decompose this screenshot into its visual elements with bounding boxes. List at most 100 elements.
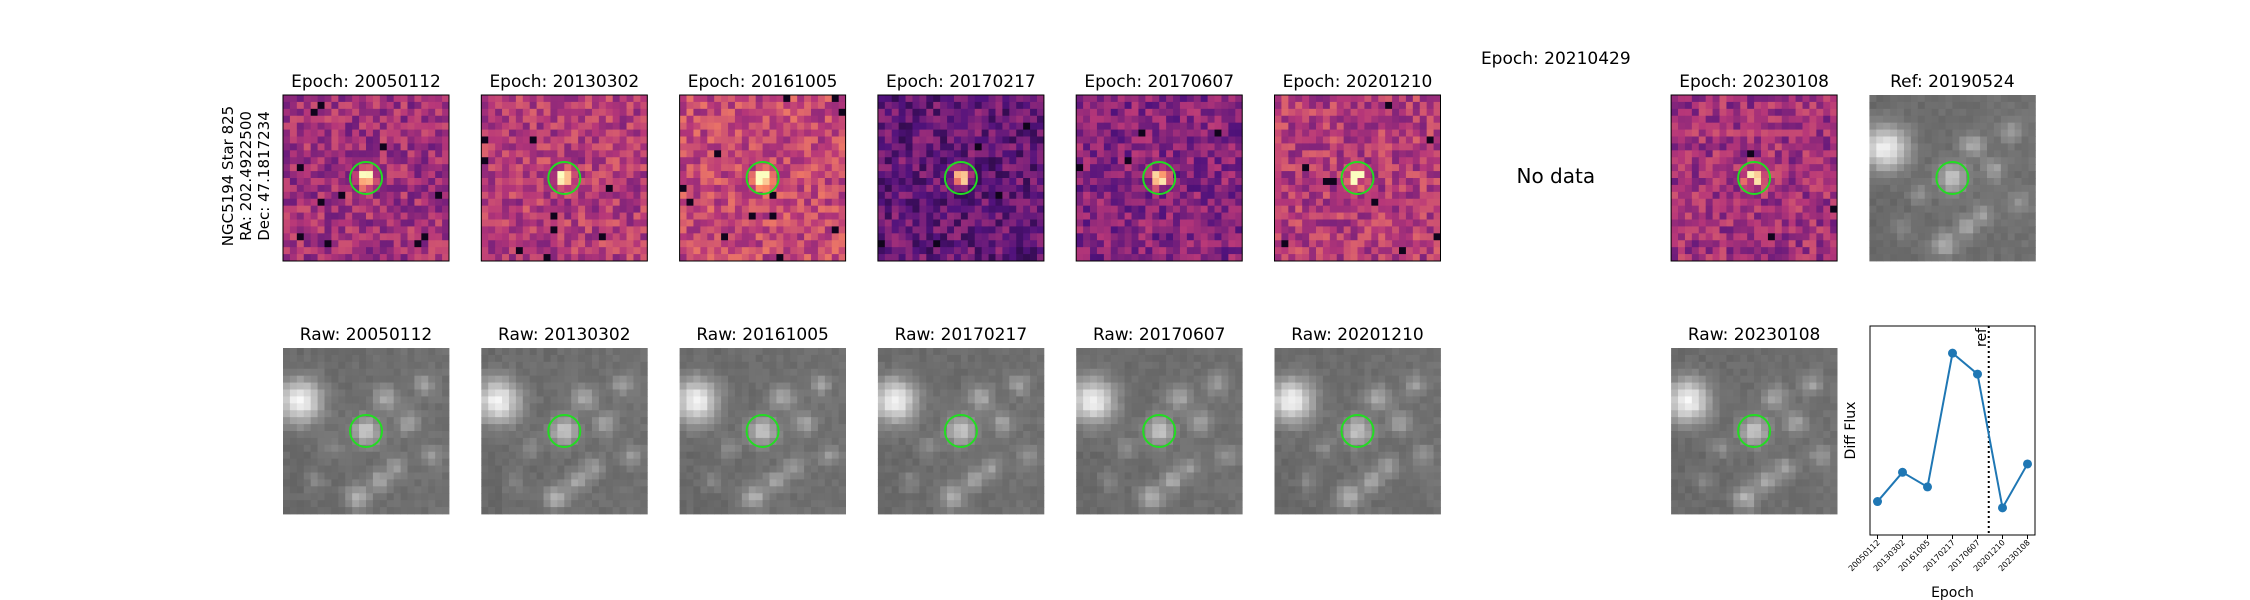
pixel bbox=[508, 493, 517, 501]
pixel bbox=[543, 500, 551, 508]
pixel bbox=[338, 431, 346, 439]
pixel bbox=[578, 219, 586, 227]
pixel bbox=[686, 157, 694, 165]
pixel bbox=[995, 437, 1003, 446]
pixel bbox=[557, 479, 565, 487]
pixel bbox=[988, 348, 996, 356]
pixel bbox=[967, 507, 976, 515]
pixel bbox=[988, 191, 996, 200]
pixel bbox=[508, 348, 517, 356]
pixel bbox=[953, 348, 962, 356]
pixel bbox=[536, 157, 544, 165]
pixel bbox=[960, 184, 969, 193]
pixel bbox=[817, 95, 826, 103]
pixel bbox=[953, 437, 962, 446]
pixel bbox=[776, 451, 784, 460]
pixel bbox=[529, 178, 538, 186]
pixel bbox=[898, 382, 906, 390]
pixel bbox=[536, 233, 544, 241]
pixel bbox=[679, 226, 687, 234]
pixel bbox=[557, 507, 565, 515]
pixel bbox=[345, 101, 353, 110]
pixel bbox=[488, 108, 496, 117]
pixel bbox=[877, 136, 886, 144]
pixel bbox=[734, 171, 743, 179]
panel-title: Raw: 20130302 bbox=[498, 325, 631, 345]
pixel bbox=[543, 115, 551, 124]
pixel bbox=[967, 219, 976, 227]
pixel bbox=[400, 348, 408, 356]
pixel bbox=[804, 431, 812, 439]
pixel bbox=[995, 368, 1003, 377]
pixel bbox=[1110, 164, 1119, 172]
pixel bbox=[898, 157, 906, 165]
pixel bbox=[612, 254, 621, 262]
pixel bbox=[557, 389, 565, 397]
pixel bbox=[619, 396, 627, 404]
pixel bbox=[550, 233, 558, 241]
pixel bbox=[769, 233, 777, 241]
pixel bbox=[612, 212, 621, 220]
pixel bbox=[790, 205, 798, 213]
pixel bbox=[693, 115, 701, 124]
pixel bbox=[1173, 122, 1181, 130]
pixel bbox=[289, 507, 298, 515]
pixel bbox=[289, 368, 298, 377]
pixel bbox=[571, 219, 579, 227]
pixel bbox=[905, 171, 913, 179]
pixel bbox=[529, 396, 538, 404]
pixel bbox=[386, 184, 395, 193]
pixel bbox=[1152, 108, 1160, 117]
pixel bbox=[769, 354, 777, 363]
pixel bbox=[762, 389, 770, 397]
pixel bbox=[790, 354, 798, 363]
pixel bbox=[543, 368, 551, 377]
pixel bbox=[838, 500, 846, 508]
pixel bbox=[947, 493, 955, 501]
pixel bbox=[960, 136, 969, 144]
pixel bbox=[1016, 444, 1024, 453]
pixel bbox=[981, 226, 989, 234]
pixel bbox=[640, 178, 648, 186]
pixel bbox=[393, 198, 401, 207]
pixel bbox=[707, 101, 715, 110]
pixel bbox=[393, 122, 401, 130]
pixel bbox=[508, 219, 517, 227]
pixel bbox=[283, 403, 291, 411]
pixel bbox=[393, 465, 401, 473]
pixel bbox=[619, 129, 627, 137]
pixel bbox=[407, 171, 415, 179]
pixel bbox=[824, 226, 833, 234]
pixel bbox=[428, 451, 436, 460]
pixel bbox=[283, 191, 291, 200]
pixel bbox=[981, 417, 989, 425]
pixel bbox=[317, 465, 325, 473]
pixel bbox=[296, 143, 305, 151]
pixel bbox=[762, 500, 770, 508]
pixel bbox=[317, 171, 325, 179]
pixel bbox=[1179, 101, 1188, 110]
pixel bbox=[728, 108, 736, 117]
pixel bbox=[790, 500, 798, 508]
pixel bbox=[953, 451, 962, 460]
pixel bbox=[352, 403, 360, 411]
pixel bbox=[693, 403, 701, 411]
pixel bbox=[700, 164, 708, 172]
pixel bbox=[414, 240, 422, 248]
pixel bbox=[317, 254, 325, 262]
pixel bbox=[571, 184, 579, 193]
pixel bbox=[379, 164, 388, 172]
pixel bbox=[495, 205, 503, 213]
pixel bbox=[324, 486, 332, 494]
pixel bbox=[640, 247, 648, 255]
pixel bbox=[598, 368, 607, 377]
pixel bbox=[686, 451, 694, 460]
pixel bbox=[811, 437, 819, 446]
pixel bbox=[508, 115, 517, 124]
pixel bbox=[331, 389, 339, 397]
pixel bbox=[585, 233, 593, 241]
pixel bbox=[831, 437, 840, 446]
pixel bbox=[748, 403, 757, 411]
pixel bbox=[811, 164, 819, 172]
pixel bbox=[919, 458, 927, 466]
